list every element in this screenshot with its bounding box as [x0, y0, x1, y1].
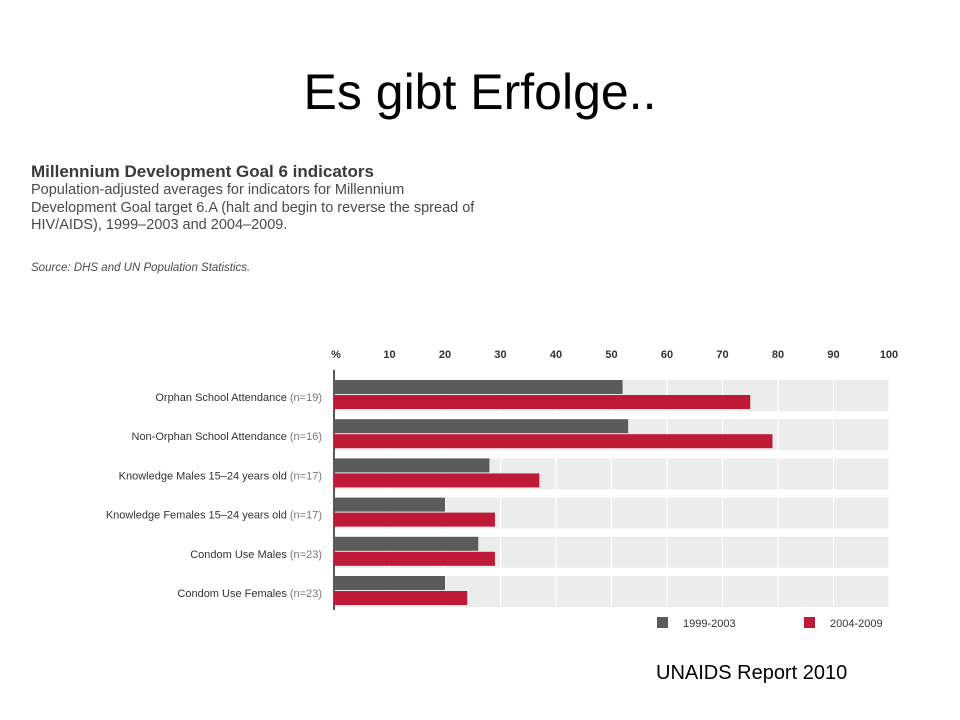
category-name: Non-Orphan School Attendance — [132, 431, 290, 443]
category-label: Knowledge Females 15–24 years old (n=17) — [106, 510, 322, 522]
tick-label: 90 — [827, 349, 839, 361]
category-label: Orphan School Attendance (n=19) — [155, 392, 322, 404]
category-label: Knowledge Males 15–24 years old (n=17) — [119, 470, 322, 482]
bar-1999-2003 — [334, 536, 479, 551]
category-label: Condom Use Females (n=23) — [177, 588, 322, 600]
bar-2004-2009 — [334, 512, 495, 527]
tick-label: 40 — [550, 349, 562, 361]
legend-label: 1999-2003 — [683, 618, 736, 630]
tick-label: 30 — [494, 349, 506, 361]
category-count: (n=17) — [290, 470, 322, 482]
bar-1999-2003 — [334, 497, 445, 512]
tick-label: 20 — [439, 349, 451, 361]
tick-label: 10 — [383, 349, 395, 361]
bar-1999-2003 — [334, 458, 490, 473]
slide-title: Es gibt Erfolge.. — [303, 64, 657, 120]
figure-title: Millennium Development Goal 6 indicators — [31, 162, 374, 181]
tick-label: 80 — [772, 349, 784, 361]
source-credit: UNAIDS Report 2010 — [656, 662, 848, 684]
axis-unit-label: % — [331, 349, 341, 361]
category-count: (n=16) — [290, 431, 322, 443]
bar-2004-2009 — [334, 591, 468, 605]
category-label: Condom Use Males (n=23) — [190, 549, 322, 561]
category-count: (n=23) — [290, 549, 322, 561]
legend-swatch — [657, 617, 668, 628]
bar-2004-2009 — [334, 395, 751, 409]
bar-1999-2003 — [334, 380, 623, 394]
category-count: (n=19) — [290, 392, 322, 404]
figure-source: Source: DHS and UN Population Statistics… — [31, 262, 251, 274]
category-label: Non-Orphan School Attendance (n=16) — [132, 431, 323, 443]
tick-label: 100 — [880, 349, 898, 361]
bar-2004-2009 — [334, 434, 773, 449]
category-name: Knowledge Males 15–24 years old — [119, 470, 290, 482]
legend-swatch — [804, 617, 815, 628]
category-count: (n=17) — [290, 510, 322, 522]
category-count: (n=23) — [290, 588, 322, 600]
bar-2004-2009 — [334, 473, 540, 488]
category-name: Orphan School Attendance — [155, 392, 290, 404]
figure-subtitle: Population-adjusted averages for indicat… — [31, 182, 475, 233]
tick-label: 70 — [716, 349, 728, 361]
tick-label: 50 — [605, 349, 617, 361]
bar-1999-2003 — [334, 419, 629, 434]
bar-2004-2009 — [334, 551, 495, 566]
category-name: Condom Use Males — [190, 549, 290, 561]
bar-1999-2003 — [334, 576, 445, 590]
category-name: Condom Use Females — [177, 588, 290, 600]
legend-label: 2004-2009 — [830, 618, 883, 630]
category-name: Knowledge Females 15–24 years old — [106, 510, 290, 522]
tick-label: 60 — [661, 349, 673, 361]
